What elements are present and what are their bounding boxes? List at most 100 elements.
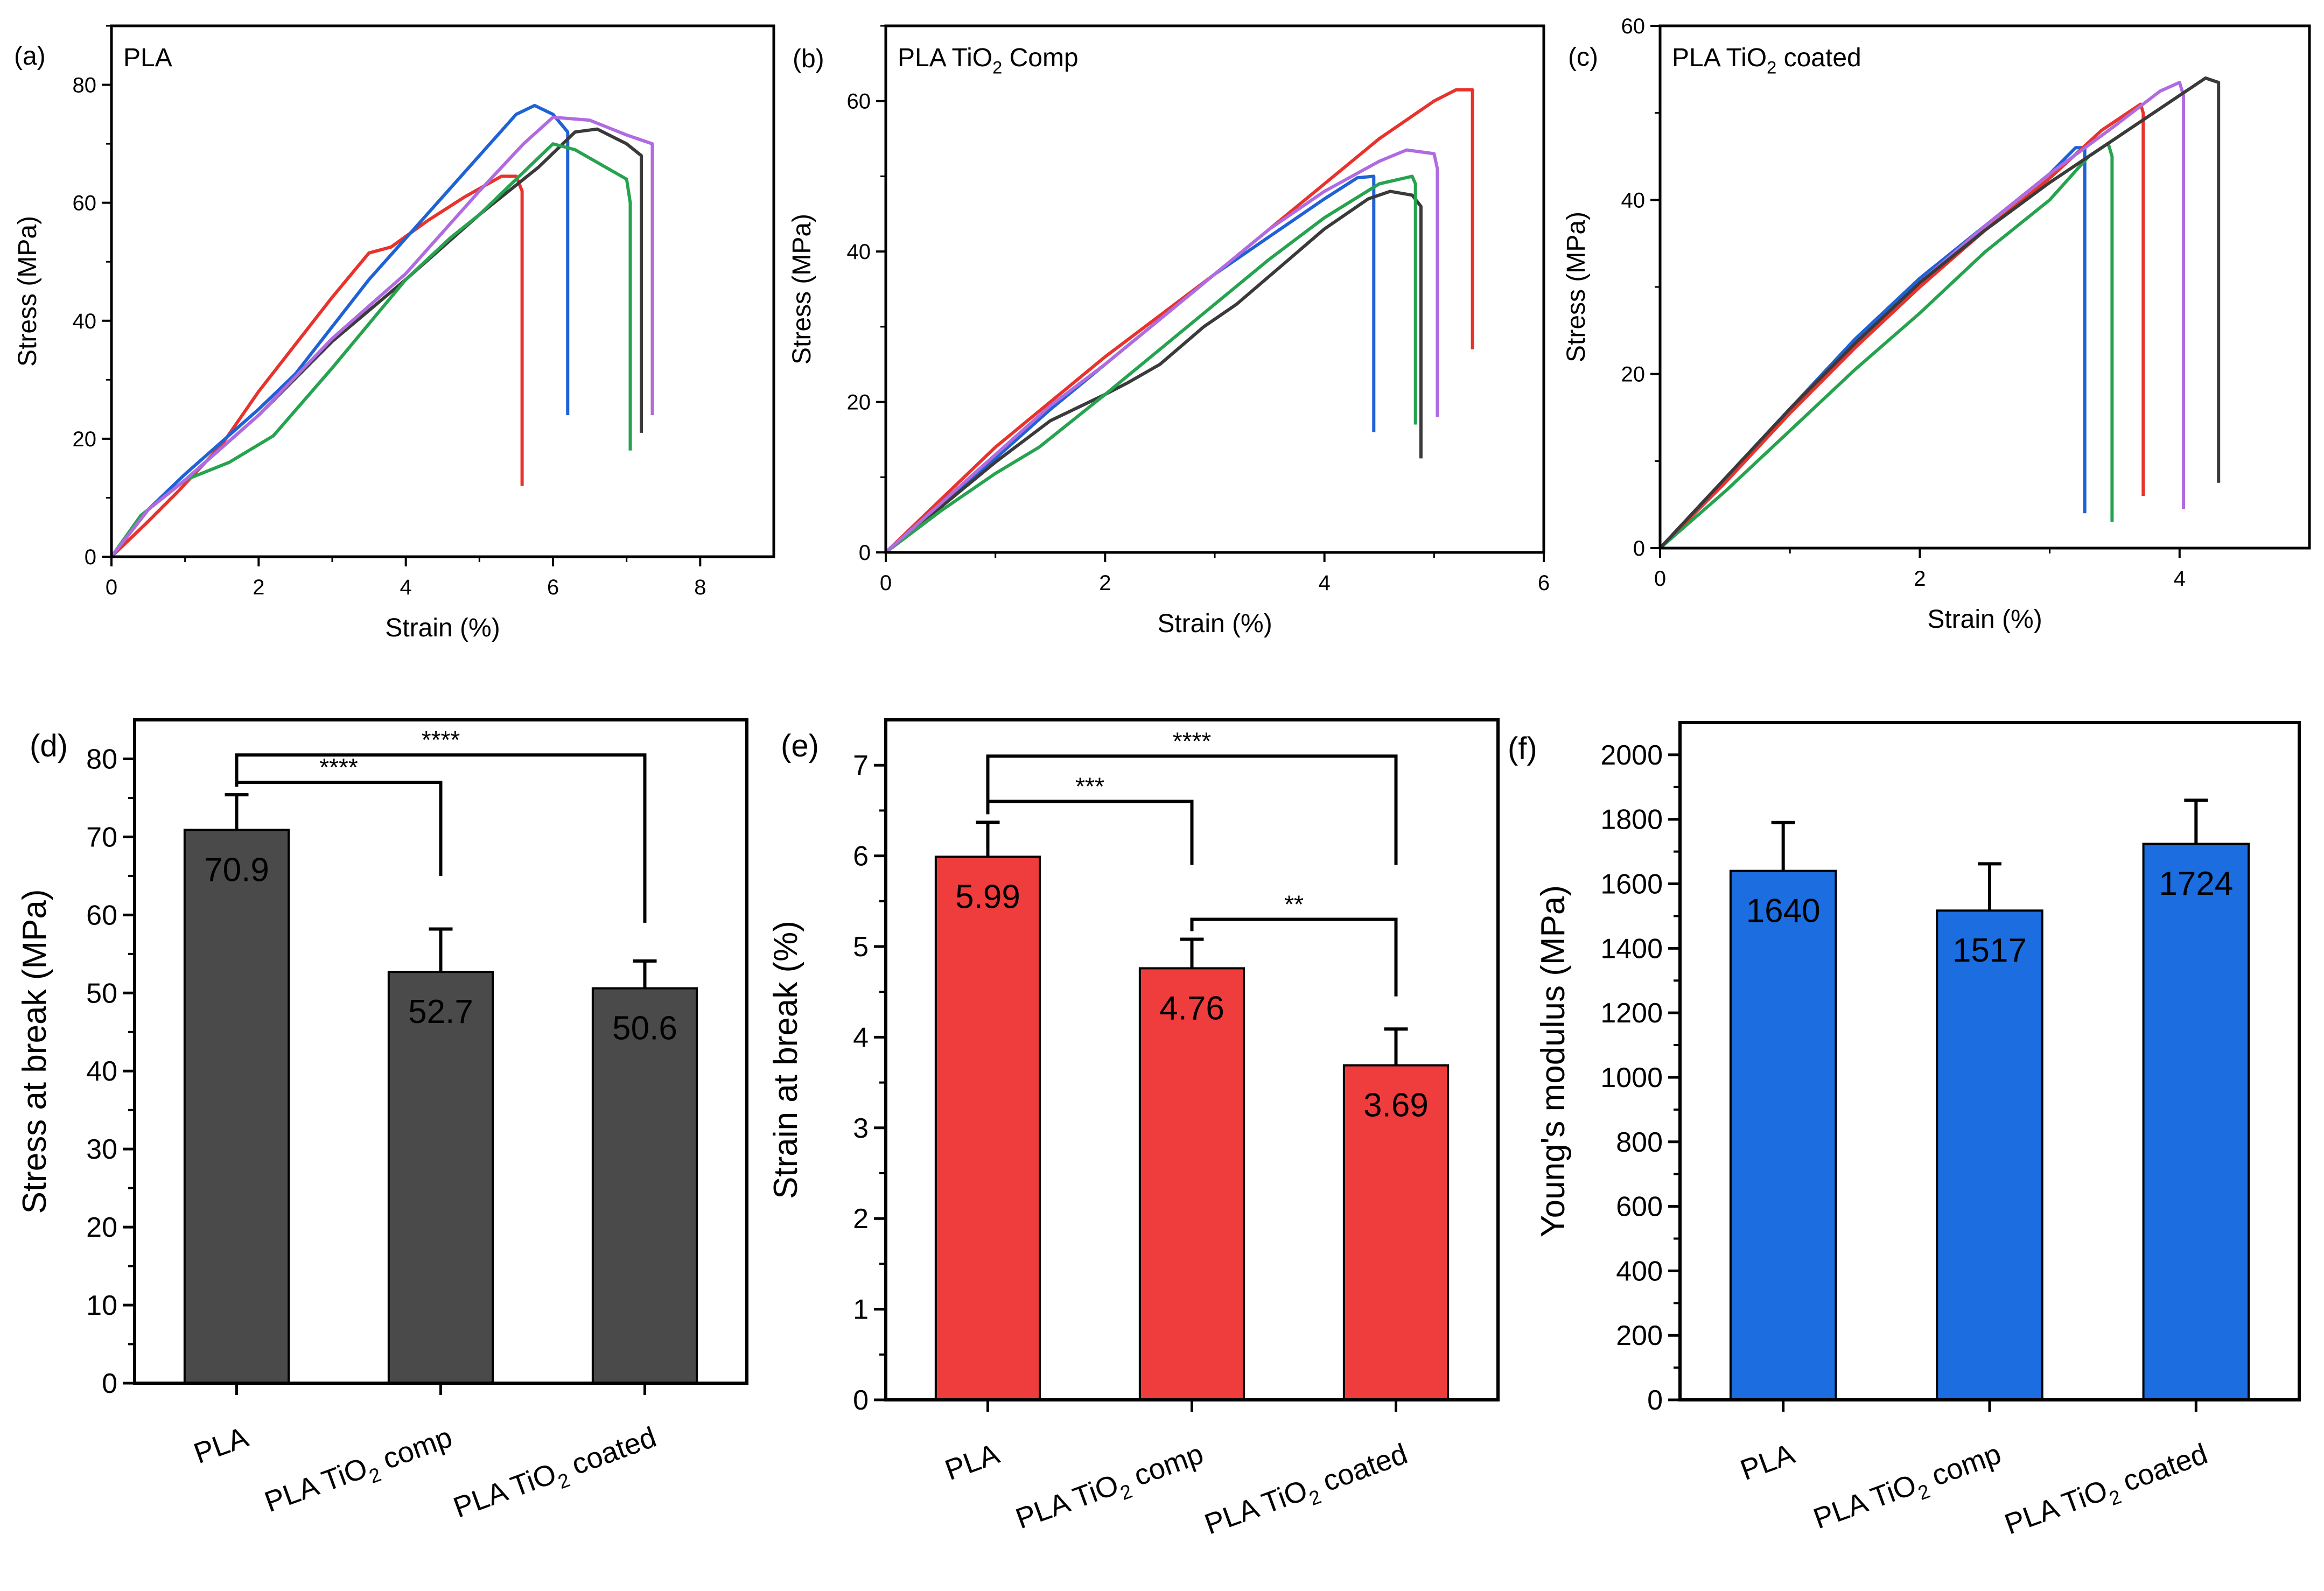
y-tick-label: 1600 xyxy=(1600,869,1663,900)
x-tick-label: 2 xyxy=(1099,571,1111,595)
category-label-main: PLA TiO xyxy=(261,1452,372,1518)
x-tick-label: 4 xyxy=(400,576,412,599)
stress-strain-curve-2 xyxy=(110,103,570,558)
category-label: PLA TiO2 comp xyxy=(261,1421,459,1524)
y-tick-label: 600 xyxy=(1616,1192,1663,1223)
x-tick-label: 6 xyxy=(1538,571,1550,595)
stress-strain-curve-5 xyxy=(1658,76,2221,550)
category-label-rest: comp xyxy=(1122,1438,1208,1495)
stress-strain-curve-1 xyxy=(884,88,1474,554)
x-tick-label: 2 xyxy=(1914,567,1926,591)
panel-label: (d) xyxy=(30,728,68,763)
x-axis-label: Strain (%) xyxy=(1927,605,2042,634)
bar xyxy=(934,856,1041,1401)
category-label-main: PLA xyxy=(190,1421,252,1470)
panel-f: 0 200 400 600 800 1000 1200 1400 1600 1800 2000 164… xyxy=(1508,721,2301,1546)
y-tick-label: 70 xyxy=(86,822,117,853)
y-tick-label: 20 xyxy=(73,427,97,451)
y-tick-label: 10 xyxy=(86,1290,117,1321)
panel-title-rest: coated xyxy=(1776,44,1861,72)
y-tick-label: 0 xyxy=(859,541,871,565)
stress-strain-curve-3 xyxy=(885,190,1423,554)
x-tick-label: 0 xyxy=(1654,567,1666,591)
bar-value-label: 5.99 xyxy=(955,878,1020,915)
category-label-main: PLA TiO xyxy=(1012,1468,1123,1535)
x-axis-label: Strain (%) xyxy=(385,614,500,642)
y-tick-label: 60 xyxy=(86,900,117,931)
panel-label: (b) xyxy=(793,45,824,73)
category-label: PLA TiO2 coated xyxy=(449,1421,662,1530)
category-label: PLA TiO2 coated xyxy=(2000,1438,2214,1546)
x-tick-label: 4 xyxy=(2174,567,2186,591)
y-tick-label: 50 xyxy=(86,978,117,1009)
y-axis-label: Strain at break (%) xyxy=(767,921,804,1199)
y-tick-label: 30 xyxy=(86,1134,117,1165)
y-tick-label: 2 xyxy=(853,1203,869,1235)
category-label-main: PLA TiO xyxy=(1200,1474,1312,1540)
significance-label: *** xyxy=(1075,773,1104,801)
significance-label: **** xyxy=(1173,727,1212,755)
y-tick-label: 3 xyxy=(853,1113,869,1144)
y-axis-label: Young's modulus (MPa) xyxy=(1535,885,1572,1237)
significance-bracket xyxy=(235,753,647,923)
y-axis-label: Stress (MPa) xyxy=(1562,212,1591,362)
y-tick-label: 20 xyxy=(847,391,871,415)
y-tick-label: 0 xyxy=(1647,1385,1663,1416)
panel-d: 0 10 20 30 40 50 60 70 80 70.9 PLA 52.7 PLA TiO2 com… xyxy=(16,718,748,1530)
stress-strain-curve-4 xyxy=(885,174,1417,554)
y-axis-label: Stress at break (MPa) xyxy=(16,889,53,1214)
y-tick-label: 6 xyxy=(853,841,869,872)
y-tick-label: 20 xyxy=(86,1212,117,1243)
plot-frame xyxy=(884,24,1545,554)
significance-label: ** xyxy=(1284,890,1304,918)
x-axis-label: Strain (%) xyxy=(1157,609,1272,638)
x-tick-label: 8 xyxy=(694,576,706,599)
bar xyxy=(591,987,698,1384)
category-label-main: PLA xyxy=(941,1438,1003,1487)
category-label: PLA TiO2 coated xyxy=(1200,1438,1413,1546)
category-label: PLA xyxy=(190,1421,252,1470)
y-tick-label: 800 xyxy=(1616,1127,1663,1158)
bar xyxy=(183,829,290,1384)
bar xyxy=(1936,909,2043,1401)
plot-frame xyxy=(110,24,775,558)
y-tick-label: 1 xyxy=(853,1294,869,1326)
bar-value-label: 52.7 xyxy=(408,993,473,1031)
y-tick-label: 60 xyxy=(847,90,871,114)
stress-strain-curve-1 xyxy=(1658,146,2087,550)
bar-value-label: 1640 xyxy=(1746,893,1821,930)
panel-label: (c) xyxy=(1568,43,1598,72)
y-tick-label: 4 xyxy=(853,1022,869,1053)
category-label: PLA xyxy=(941,1438,1003,1487)
y-tick-label: 80 xyxy=(86,744,117,775)
y-tick-label: 0 xyxy=(85,545,96,569)
bar xyxy=(387,971,494,1385)
y-tick-label: 40 xyxy=(86,1056,117,1087)
y-tick-label: 0 xyxy=(853,1385,869,1416)
category-label-main: PLA TiO xyxy=(449,1457,561,1524)
bar xyxy=(1138,967,1245,1401)
y-tick-label: 60 xyxy=(1621,15,1646,38)
category-label-rest: coated xyxy=(560,1421,661,1484)
y-tick-label: 2000 xyxy=(1600,740,1663,771)
panel-title: PLA xyxy=(123,44,172,72)
stress-strain-curve-3 xyxy=(110,127,643,558)
category-label-rest: coated xyxy=(1311,1438,1412,1501)
bar xyxy=(2142,843,2250,1401)
y-tick-label: 5 xyxy=(853,931,869,963)
x-tick-label: 2 xyxy=(253,576,264,599)
panel-title: PLA TiO2 Comp xyxy=(898,44,1079,77)
panel-title-main: PLA TiO xyxy=(1672,44,1767,72)
category-label-rest: comp xyxy=(371,1421,457,1478)
plot-frame xyxy=(884,718,1500,1401)
y-tick-label: 40 xyxy=(847,240,871,264)
stress-strain-curve-2 xyxy=(1659,142,2114,550)
y-tick-label: 40 xyxy=(1621,188,1646,212)
significance-bracket xyxy=(986,754,1398,865)
stress-strain-curve-3 xyxy=(1658,102,2145,550)
category-label: PLA TiO2 comp xyxy=(1012,1438,1210,1541)
